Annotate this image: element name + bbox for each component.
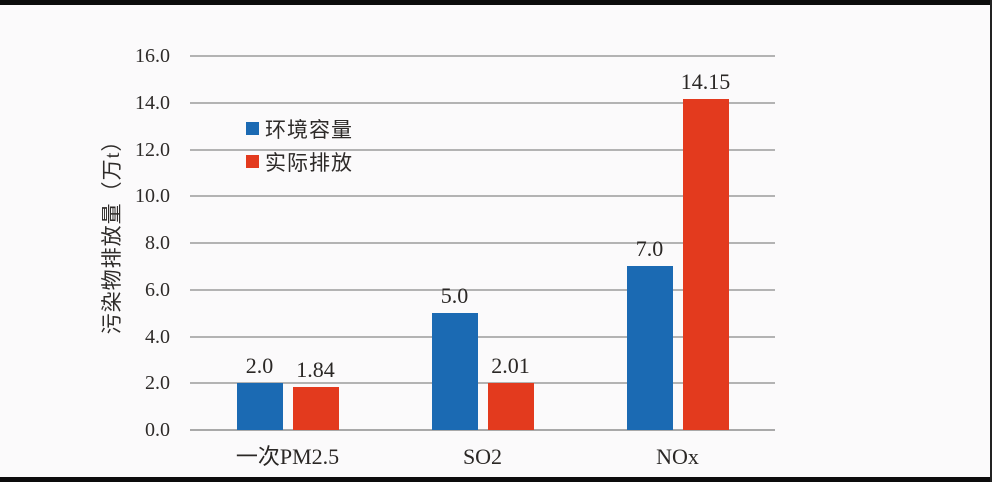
bar-value-actual-pm25: 1.84 xyxy=(296,356,335,382)
bar-value-actual-nox: 14.15 xyxy=(680,69,731,95)
bar-capacity-so2 xyxy=(431,313,478,430)
bar-actual-pm25 xyxy=(292,386,339,430)
frame-right-edge xyxy=(990,0,992,482)
gridline xyxy=(190,55,775,57)
legend-item-capacity: 环境容量 xyxy=(246,116,353,142)
legend-label-actual: 实际排放 xyxy=(265,150,353,175)
letterbox-top xyxy=(0,0,992,5)
y-tick-label: 14.0 xyxy=(135,91,170,114)
bar-value-capacity-nox: 7.0 xyxy=(635,236,664,262)
bar-value-capacity-so2: 5.0 xyxy=(440,283,469,309)
y-tick-label: 8.0 xyxy=(145,232,170,254)
legend-item-actual: 实际排放 xyxy=(246,149,353,175)
bar-actual-so2 xyxy=(487,383,534,430)
y-tick-label: 12.0 xyxy=(135,138,170,161)
y-tick-label: 6.0 xyxy=(145,278,170,301)
y-tick-label: 2.0 xyxy=(145,372,170,395)
legend-swatch-capacity-icon xyxy=(246,122,259,135)
letterbox-bottom xyxy=(0,477,992,482)
x-category-label-pm25: 一次PM2.5 xyxy=(235,444,340,469)
bar-value-capacity-pm25: 2.0 xyxy=(245,353,274,379)
legend: 环境容量 实际排放 xyxy=(246,116,353,175)
y-tick-label: 0.0 xyxy=(145,419,170,441)
bar-capacity-nox xyxy=(626,266,673,430)
legend-label-capacity: 环境容量 xyxy=(265,117,353,142)
bar-value-actual-so2: 2.01 xyxy=(491,353,530,379)
y-tick-label: 16.0 xyxy=(135,45,170,67)
y-tick-label: 4.0 xyxy=(145,325,170,348)
bar-actual-nox xyxy=(682,99,729,430)
x-category-label-so2: SO2 xyxy=(462,444,503,469)
bar-capacity-pm25 xyxy=(236,383,283,430)
x-category-label-nox: NOx xyxy=(656,444,699,469)
legend-swatch-actual-icon xyxy=(246,155,259,168)
y-tick-label: 10.0 xyxy=(135,185,170,208)
